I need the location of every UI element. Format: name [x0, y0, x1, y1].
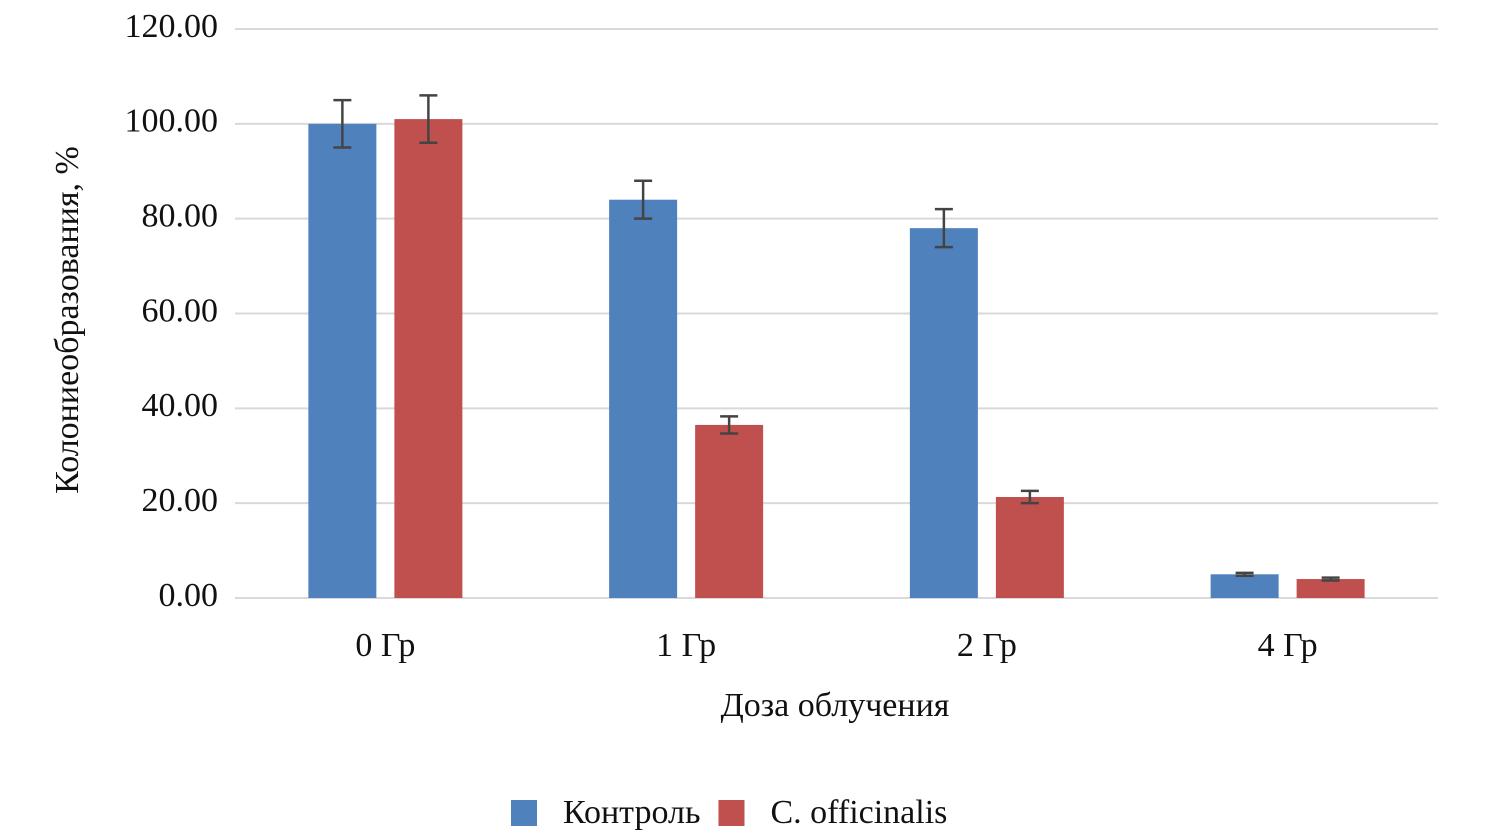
y-tick-label: 60.00 — [142, 292, 219, 329]
legend-label: Контроль — [563, 794, 700, 831]
bar — [308, 123, 377, 598]
bar — [695, 424, 764, 598]
bar — [394, 119, 463, 598]
x-tick-label: 4 Гр — [1258, 627, 1318, 664]
legend-swatch — [718, 800, 745, 826]
x-tick-label: 2 Гр — [957, 627, 1017, 664]
x-tick-label: 0 Гр — [355, 627, 415, 664]
error-bar — [1321, 576, 1340, 582]
bar — [1210, 574, 1279, 598]
legend-label: C. officinalis — [770, 794, 947, 831]
y-tick-label: 40.00 — [142, 387, 219, 424]
y-tick-label: 120.00 — [125, 8, 219, 45]
bar — [995, 497, 1064, 598]
bar — [1296, 579, 1365, 598]
bar — [909, 228, 978, 598]
y-axis-label: Колониеобразования, % — [49, 146, 86, 494]
error-bar — [419, 94, 438, 145]
error-bar — [1235, 571, 1254, 577]
error-bar — [333, 98, 352, 149]
y-tick-label: 100.00 — [125, 103, 219, 140]
legend-swatch — [511, 800, 537, 826]
error-bar — [634, 179, 653, 220]
y-tick-label: 20.00 — [142, 482, 219, 519]
y-tick-label: 80.00 — [142, 197, 219, 234]
error-bar — [1020, 489, 1039, 505]
bar — [609, 199, 678, 598]
y-tick-label: 0.00 — [159, 577, 219, 614]
error-bar — [934, 207, 953, 249]
x-axis-label: Доза облучения — [721, 687, 950, 724]
x-tick-label: 1 Гр — [656, 627, 716, 664]
error-bar — [720, 415, 739, 435]
